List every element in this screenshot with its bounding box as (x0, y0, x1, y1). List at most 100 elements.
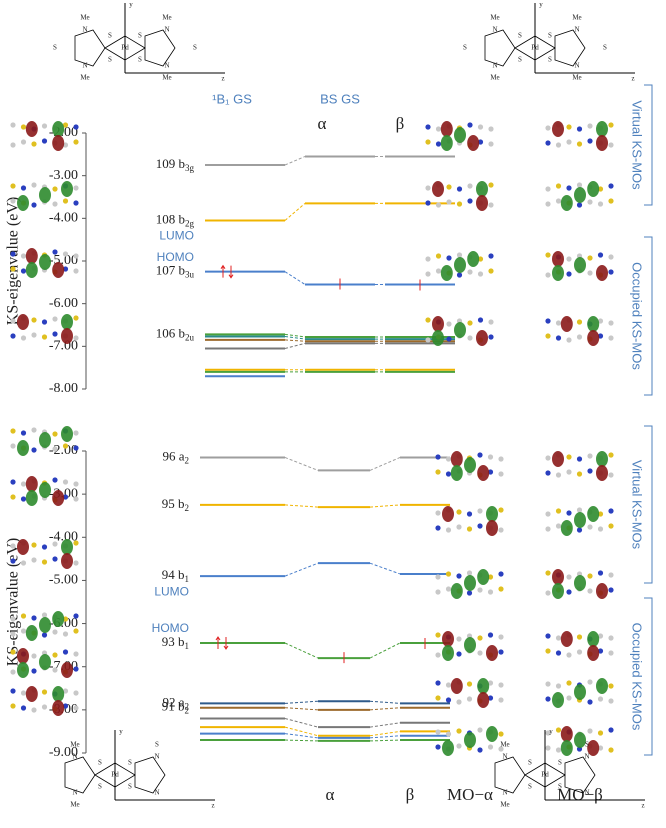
atom (545, 745, 551, 751)
atom (545, 696, 551, 702)
orbital-picture (10, 476, 79, 506)
atom (10, 266, 16, 272)
atom-label: N (502, 753, 507, 761)
atom (477, 452, 483, 458)
atom (73, 315, 79, 321)
atom-label: Me (572, 14, 581, 22)
spin-arrow (215, 636, 221, 649)
level-label: 96 a2 (162, 448, 189, 465)
level-label-sub: 2u (185, 332, 195, 342)
lobe (467, 251, 480, 267)
atom (487, 589, 494, 595)
orbital-picture (425, 316, 494, 346)
level-label-sub: 3g (185, 163, 195, 173)
atom (555, 320, 562, 326)
atom (456, 636, 462, 642)
atom (435, 680, 441, 686)
lobe (450, 678, 463, 694)
atom (597, 648, 604, 654)
atom (467, 122, 473, 128)
atom-label: Me (490, 74, 499, 82)
lobe (17, 440, 29, 456)
atom-label: S (193, 44, 197, 52)
atom-label: N (584, 789, 589, 797)
atom (477, 508, 483, 514)
atom (566, 469, 572, 475)
atom (73, 613, 79, 619)
atom-label: S (138, 56, 142, 64)
atom (545, 730, 551, 736)
atom-label: S (603, 44, 607, 52)
atom-label: S (108, 56, 112, 64)
column-header: β (396, 114, 405, 133)
side-label: Virtual KS-MOs (630, 100, 645, 190)
atom (566, 589, 572, 595)
atom-label: S (98, 759, 102, 767)
atom (31, 141, 37, 147)
atom (545, 590, 551, 596)
lobe (476, 330, 488, 346)
column-header: β (406, 785, 415, 804)
atom (555, 650, 562, 656)
atom (41, 689, 48, 695)
connector (284, 726, 319, 737)
atom (576, 126, 583, 132)
atom (31, 332, 37, 338)
atom-label: S (155, 741, 159, 749)
lobe (52, 611, 65, 627)
atom (545, 511, 551, 517)
lobe (61, 662, 73, 678)
lobe (467, 135, 480, 151)
atom (555, 683, 562, 689)
lobe (61, 539, 73, 555)
atom (608, 683, 614, 689)
atom (62, 616, 69, 622)
lobe (477, 678, 490, 694)
atom (456, 509, 462, 515)
atom (52, 556, 58, 562)
atom-label: N (72, 753, 77, 761)
atom (41, 123, 48, 129)
atom (73, 481, 79, 487)
atom (456, 252, 463, 258)
atom (10, 688, 16, 694)
atom (467, 335, 473, 341)
lobe (552, 451, 564, 467)
column-header: MO−β (557, 785, 603, 804)
atom-label: N (492, 62, 497, 70)
lobe (17, 314, 29, 330)
orbital-picture (545, 678, 614, 708)
atom (10, 631, 16, 637)
atom (62, 443, 69, 449)
atom-label: Me (70, 741, 79, 749)
atom (456, 728, 462, 734)
lobe (39, 432, 51, 448)
atom (566, 574, 572, 580)
atom (73, 124, 79, 130)
atom-label: Me (80, 74, 89, 82)
atom (73, 268, 79, 274)
atom (41, 704, 48, 710)
atom (566, 271, 572, 277)
lobe (39, 482, 51, 498)
bracket (644, 236, 653, 396)
connector (284, 342, 306, 349)
atom (435, 454, 441, 460)
atom (477, 124, 484, 130)
atom (10, 669, 16, 675)
atom (597, 201, 604, 207)
level-label-main: 92 a (162, 694, 184, 709)
atom (425, 256, 431, 262)
atom (456, 186, 463, 192)
atom (73, 666, 79, 672)
atom (425, 337, 431, 343)
orbital-picture (545, 506, 614, 536)
lobe (596, 465, 608, 481)
atom (608, 198, 614, 204)
atom (62, 142, 69, 148)
connector (284, 739, 319, 742)
connector (369, 739, 401, 742)
atom (445, 682, 452, 688)
connector (284, 457, 319, 471)
atom (555, 472, 562, 478)
